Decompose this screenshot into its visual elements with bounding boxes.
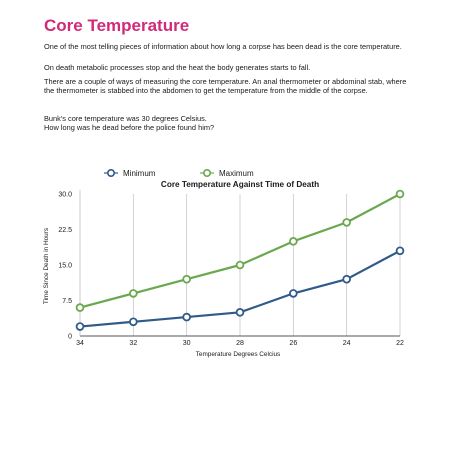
- x-tick-label: 30: [183, 340, 191, 347]
- maximum-data-point: [395, 189, 405, 199]
- y-tick-label: 15.0: [58, 263, 72, 270]
- minimum-data-point: [395, 246, 405, 256]
- core-temperature-chart: Minimum Maximum Core Temperature Against …: [43, 169, 405, 358]
- chart-title: Core Temperature Against Time of Death: [161, 180, 319, 189]
- measurement-paragraph: There are a couple of ways of measuring …: [44, 77, 407, 95]
- minimum-legend-label: Minimum: [123, 169, 156, 178]
- x-axis-label: Temperature Degrees Celcius: [196, 351, 281, 358]
- x-tick-label: 24: [343, 340, 351, 347]
- maximum-data-point: [182, 274, 191, 284]
- minimum-data-point: [129, 317, 138, 327]
- bunk-temperature-line: Bunk's core temperature was 30 degrees C…: [44, 114, 207, 123]
- question-line: How long was he dead before the police f…: [44, 123, 215, 132]
- metabolism-paragraph: On death metabolic processes stop and th…: [44, 63, 311, 72]
- maximum-data-point: [289, 237, 298, 246]
- maximum-legend-label: Maximum: [219, 169, 254, 178]
- minimum-data-point: [235, 308, 245, 317]
- y-tick-label: 22.5: [58, 227, 72, 234]
- y-tick-label: 0: [68, 334, 72, 341]
- chart-series: [75, 189, 405, 331]
- x-tick-label: 26: [289, 340, 297, 347]
- page-title: Core Temperature: [44, 16, 190, 35]
- x-tick-label: 28: [236, 340, 244, 347]
- y-axis-label: Time Since Death in Hours: [43, 228, 50, 304]
- y-axis-ticks: 0 7.5 15.0 22.5 30.0: [58, 192, 72, 341]
- x-tick-label: 32: [129, 340, 137, 347]
- maximum-data-point: [75, 303, 85, 312]
- minimum-legend-marker: [107, 169, 116, 178]
- intro-paragraph: One of the most telling pieces of inform…: [44, 42, 402, 51]
- y-tick-label: 30.0: [58, 192, 72, 199]
- minimum-data-point: [289, 289, 298, 298]
- x-axis-ticks: 34 32 30 28 26 24 22: [76, 340, 404, 347]
- minimum-data-point: [75, 322, 85, 331]
- minimum-data-point: [182, 312, 191, 322]
- minimum-data-point: [342, 274, 351, 284]
- x-tick-label: 34: [76, 340, 84, 347]
- maximum-data-point: [235, 260, 245, 270]
- maximum-data-point: [342, 218, 351, 227]
- x-tick-label: 22: [396, 340, 404, 347]
- chart-legend: Minimum Maximum: [104, 169, 254, 178]
- maximum-legend-marker: [203, 169, 212, 178]
- y-tick-label: 7.5: [62, 298, 72, 305]
- maximum-data-point: [129, 289, 138, 298]
